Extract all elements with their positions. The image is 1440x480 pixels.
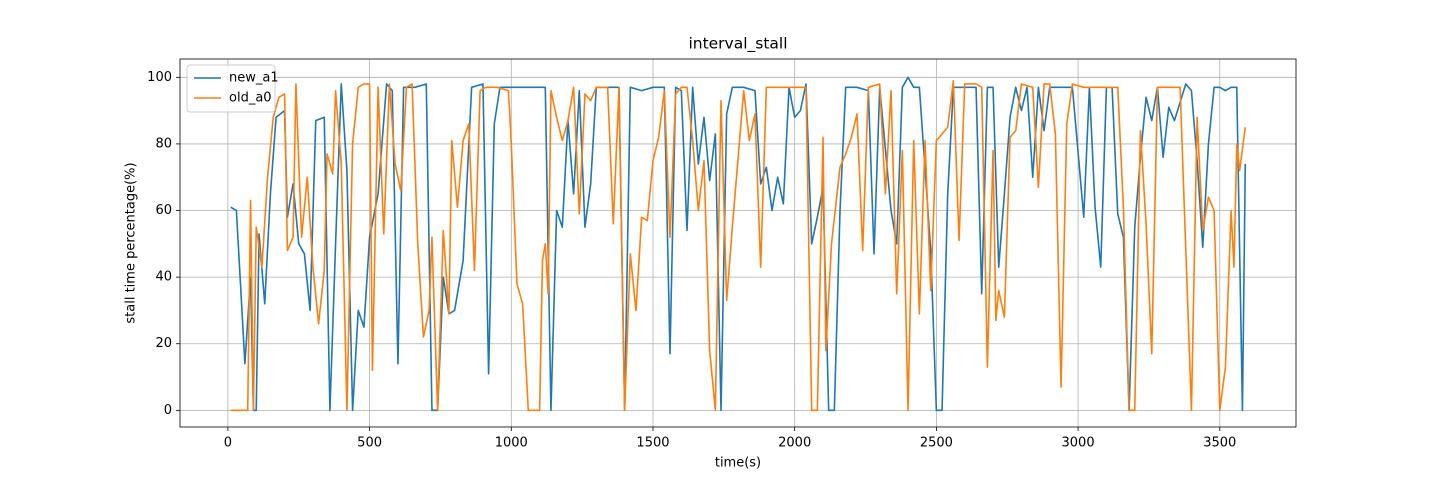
x-tick-label: 3000 [1062,436,1095,451]
y-tick-label: 20 [155,336,172,351]
axes-frame [179,58,1297,428]
y-tick-label: 0 [164,403,172,418]
y-tick-label: 60 [155,203,172,218]
legend-label: old_a0 [229,91,272,106]
y-tick-label: 80 [155,136,172,151]
x-tick-label: 1000 [495,436,528,451]
chart-title: interval_stall [688,35,787,54]
x-tick-label: 2000 [778,436,811,451]
y-axis-label: stall time percentage(%) [124,162,139,323]
x-tick-label: 0 [224,436,232,451]
x-tick-label: 500 [357,436,382,451]
legend-box [186,64,276,113]
data-line [230,76,1247,412]
y-tick-label: 100 [147,70,172,85]
x-tick-label: 3500 [1203,436,1236,451]
y-tick-label: 40 [155,270,172,285]
data-line [230,79,1247,412]
x-tick-label: 1500 [636,436,669,451]
legend-label: new_a1 [229,71,279,86]
legend: new_a1 old_a0 [186,64,279,113]
x-axis-label: time(s) [715,456,761,471]
x-tick-label: 2500 [920,436,953,451]
